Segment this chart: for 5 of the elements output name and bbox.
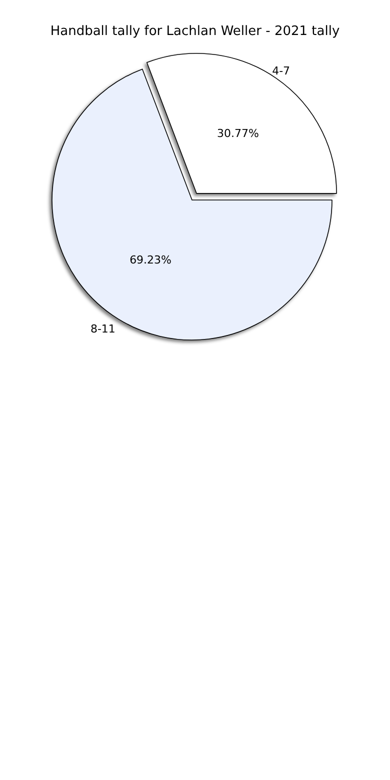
slice-label: 8-11 xyxy=(90,322,116,336)
chart-title: Handball tally for Lachlan Weller - 2021 tally xyxy=(50,24,340,39)
slice-label: 4-7 xyxy=(272,64,290,78)
data-label: 30.77% xyxy=(217,126,259,140)
data-label: 69.23% xyxy=(130,254,172,267)
